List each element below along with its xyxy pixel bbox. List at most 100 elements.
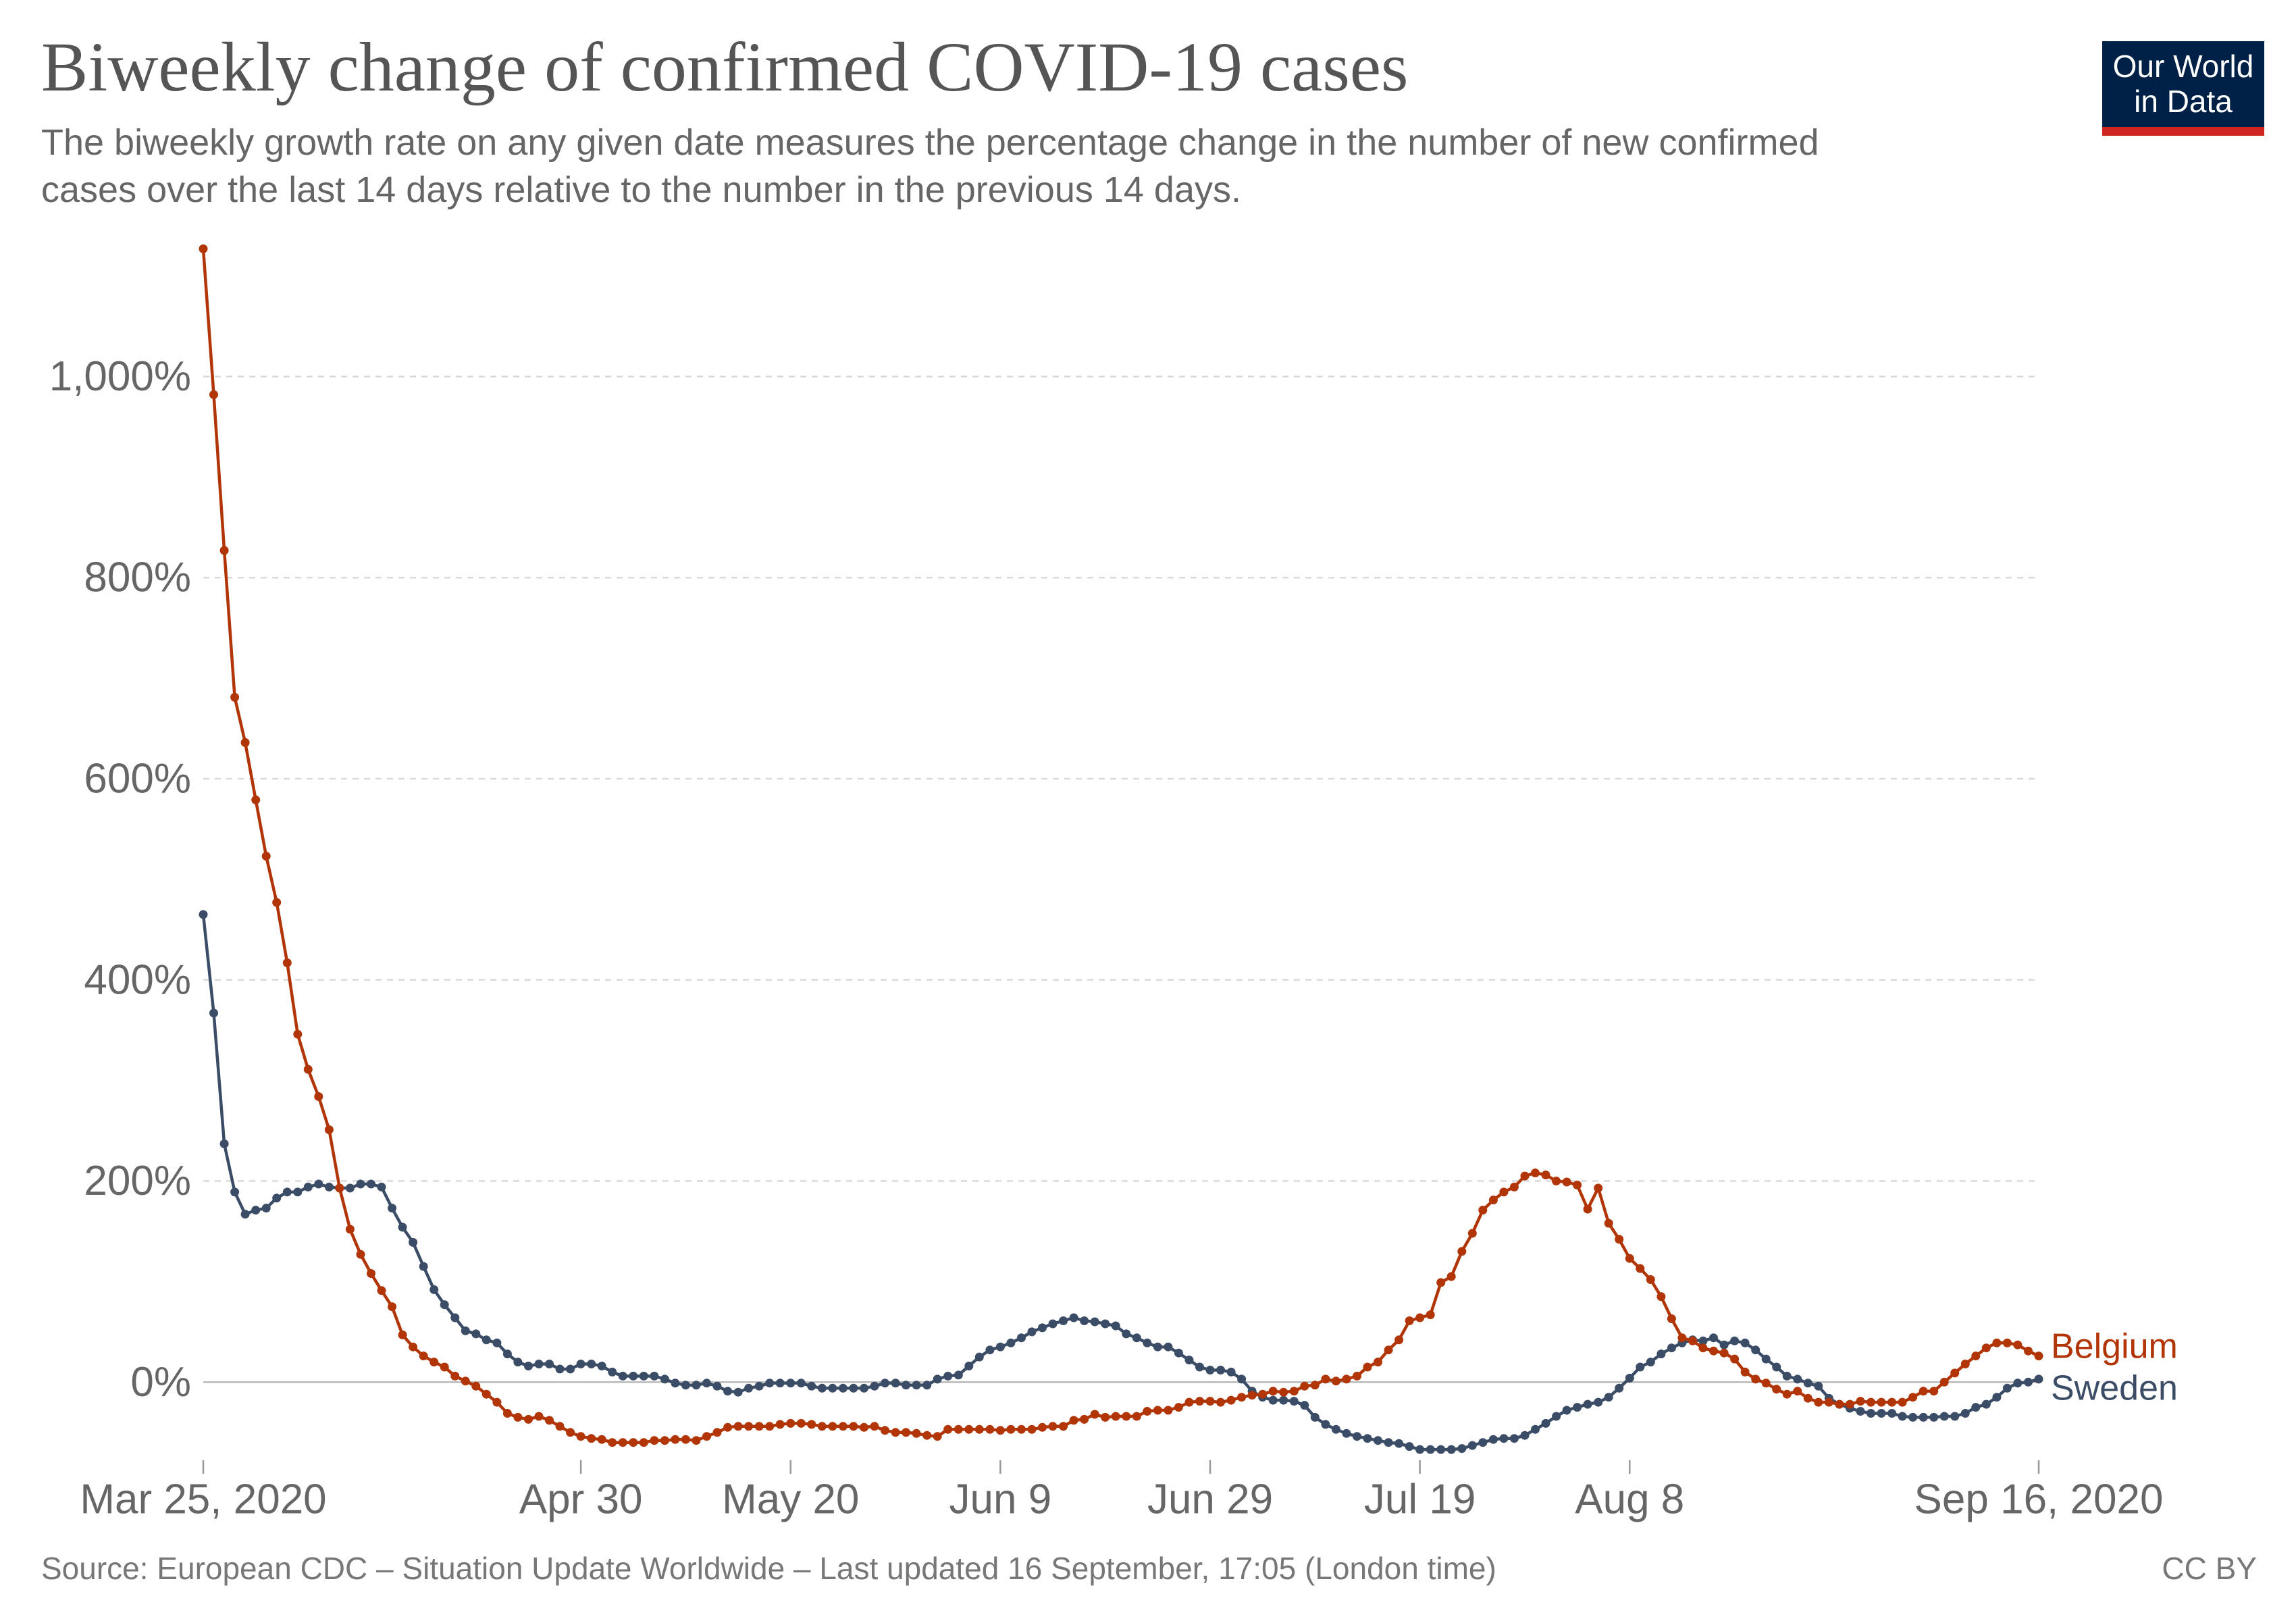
sweden-point xyxy=(1625,1373,1634,1383)
sweden-point xyxy=(639,1371,648,1381)
belgium-point xyxy=(723,1422,733,1432)
belgium-point xyxy=(1971,1352,1981,1361)
belgium-point xyxy=(765,1422,775,1431)
belgium-point xyxy=(1226,1395,1236,1405)
sweden-point xyxy=(1122,1329,1131,1339)
belgium-point xyxy=(1499,1187,1509,1197)
sweden-point xyxy=(1226,1367,1236,1376)
sweden-point xyxy=(1877,1409,1886,1418)
sweden-point xyxy=(1216,1366,1225,1374)
sweden-point xyxy=(1803,1379,1812,1388)
belgium-point xyxy=(1719,1348,1729,1358)
sweden-point xyxy=(1374,1436,1382,1445)
sweden-point xyxy=(1384,1438,1393,1447)
sweden-point xyxy=(1583,1399,1592,1409)
belgium-point xyxy=(2013,1340,2023,1349)
belgium-label: Belgium xyxy=(2051,1327,2178,1366)
logo-text: Our World in Data xyxy=(2102,49,2264,119)
belgium-point xyxy=(1604,1218,1613,1228)
sweden-point xyxy=(1929,1412,1939,1422)
belgium-point xyxy=(199,244,208,253)
belgium-point xyxy=(1027,1424,1037,1434)
sweden-point xyxy=(995,1342,1005,1352)
belgium-point xyxy=(261,852,271,861)
belgium-point xyxy=(1321,1374,1330,1384)
belgium-point xyxy=(272,898,282,907)
sweden-point xyxy=(429,1285,439,1294)
belgium-point xyxy=(639,1438,648,1447)
sweden-point xyxy=(324,1183,334,1191)
gridlines xyxy=(203,376,2039,1383)
sweden-point xyxy=(1573,1403,1582,1412)
sweden-point xyxy=(629,1371,638,1381)
sweden-point xyxy=(922,1381,932,1390)
sweden-point xyxy=(964,1362,974,1370)
chart-subtitle: The biweekly growth rate on any given da… xyxy=(41,119,1819,213)
belgium-point xyxy=(450,1371,460,1381)
belgium-point xyxy=(409,1342,418,1352)
belgium-point xyxy=(1017,1424,1026,1434)
belgium-point xyxy=(1101,1412,1110,1422)
sweden-point xyxy=(303,1183,313,1191)
sweden-point xyxy=(1719,1340,1729,1349)
sweden-point xyxy=(1531,1424,1540,1434)
x-tick-label: Jun 29 xyxy=(1147,1476,1273,1523)
belgium-point xyxy=(985,1424,995,1434)
sweden-point xyxy=(985,1345,995,1355)
belgium-point xyxy=(398,1330,407,1339)
belgium-point xyxy=(230,692,240,702)
belgium-point xyxy=(1992,1338,2002,1347)
belgium-point xyxy=(1960,1360,1970,1368)
belgium-point xyxy=(2024,1346,2033,1356)
belgium-point xyxy=(702,1432,711,1441)
our-world-in-data-logo: Our World in Data xyxy=(2102,41,2264,136)
sweden-point xyxy=(1205,1366,1215,1374)
belgium-point xyxy=(681,1435,690,1444)
sweden-point xyxy=(692,1381,701,1390)
sweden-point xyxy=(650,1371,659,1381)
sweden-point xyxy=(419,1262,428,1271)
belgium-point xyxy=(1636,1264,1645,1273)
sweden-point xyxy=(440,1300,449,1310)
belgium-point xyxy=(1394,1335,1404,1345)
belgium-point xyxy=(1216,1397,1225,1407)
belgium-point xyxy=(995,1426,1005,1435)
belgium-point xyxy=(209,390,218,399)
belgium-point xyxy=(891,1428,900,1437)
belgium-point xyxy=(1562,1177,1571,1187)
sweden-point xyxy=(733,1387,743,1397)
logo-line-1: Our World xyxy=(2112,49,2254,84)
belgium-point xyxy=(440,1362,449,1372)
belgium-point xyxy=(1374,1358,1382,1367)
sweden-point xyxy=(1782,1371,1792,1381)
belgium-point xyxy=(964,1424,974,1434)
sweden-point xyxy=(345,1183,355,1193)
sweden-point xyxy=(660,1374,669,1384)
belgium-point xyxy=(1363,1362,1372,1372)
belgium-point xyxy=(849,1422,858,1431)
belgium-point xyxy=(796,1418,806,1428)
subtitle-line: cases over the last 14 days relative to … xyxy=(41,170,1241,210)
belgium-point xyxy=(1929,1387,1939,1396)
x-tick-label: Jun 9 xyxy=(949,1476,1052,1523)
sweden-point xyxy=(891,1379,900,1388)
belgium-point xyxy=(1132,1412,1141,1421)
sweden-point xyxy=(1310,1412,1320,1422)
belgium-point xyxy=(817,1422,827,1431)
sweden-point xyxy=(817,1383,827,1393)
belgium-point xyxy=(1751,1374,1760,1384)
belgium-point xyxy=(240,738,250,747)
belgium-point xyxy=(775,1420,785,1429)
sweden-point xyxy=(1289,1397,1299,1406)
belgium-point xyxy=(2034,1352,2043,1361)
sweden-point xyxy=(272,1193,282,1203)
series-sweden xyxy=(199,910,2043,1454)
belgium-point xyxy=(461,1376,470,1386)
belgium-point xyxy=(1059,1422,1068,1431)
belgium-point xyxy=(912,1429,921,1438)
sweden-point xyxy=(1887,1409,1897,1418)
belgium-point xyxy=(1279,1387,1288,1397)
belgium-point xyxy=(608,1438,617,1447)
